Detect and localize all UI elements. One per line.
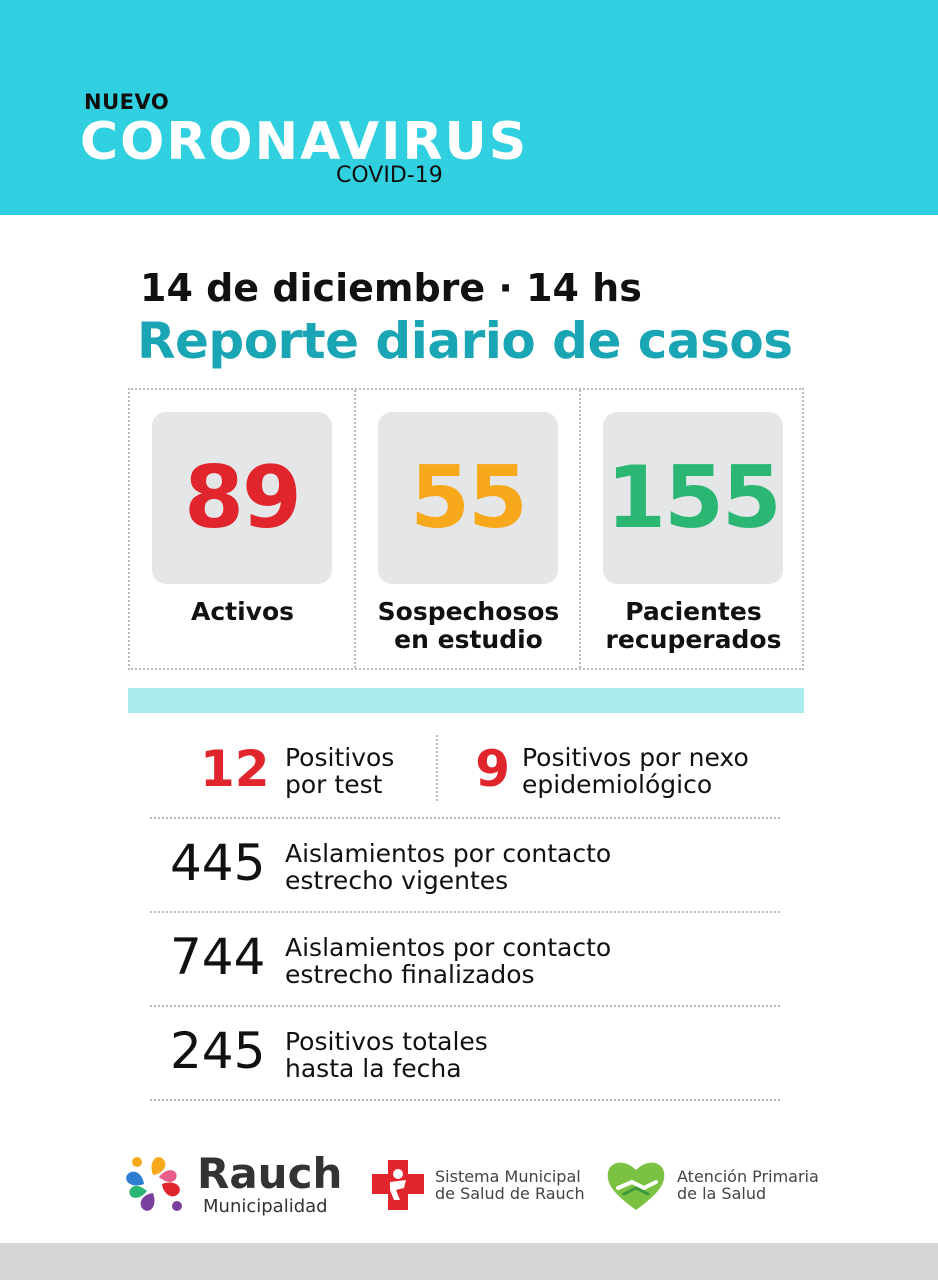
rauch-flower-icon <box>117 1148 189 1220</box>
row-separator <box>150 1099 780 1101</box>
positivos-nexo-label: Positivos por nexo epidemiológico <box>522 743 749 799</box>
rauch-logo-sub: Municipalidad <box>203 1196 328 1217</box>
stat-recuperados: 155 Pacientes recuperados <box>579 390 806 668</box>
positivos-test-value: 12 <box>200 740 270 798</box>
header-banner: NUEVO CORONAVIRUS COVID-19 <box>0 0 938 215</box>
aislamientos-finalizados-value: 744 <box>170 928 266 986</box>
positivos-nexo-value: 9 <box>475 740 510 798</box>
row-separator <box>150 817 780 819</box>
stats-panel: 89 Activos 55 Sospechosos en estudio 155… <box>128 388 804 670</box>
row-separator <box>150 1005 780 1007</box>
divider-band <box>128 688 804 713</box>
positivos-totales-value: 245 <box>170 1022 266 1080</box>
aislamientos-vigentes-label: Aislamientos por contacto estrecho vigen… <box>285 839 612 895</box>
aislamientos-vigentes-value: 445 <box>170 834 266 892</box>
stat-activos: 89 Activos <box>130 390 355 668</box>
row-separator <box>150 911 780 913</box>
footer-bar <box>0 1243 938 1280</box>
positivos-test-label: Positivos por test <box>285 743 395 799</box>
rauch-logo-name: Rauch <box>197 1149 343 1198</box>
stat-value: 89 <box>152 412 332 584</box>
header-subtitle: COVID-19 <box>336 163 443 188</box>
red-cross-icon <box>370 1158 426 1212</box>
salud-rauch-text: Sistema Municipal de Salud de Rauch <box>435 1167 585 1203</box>
report-title: Reporte diario de casos <box>137 312 793 370</box>
aislamientos-finalizados-label: Aislamientos por contacto estrecho final… <box>285 933 612 989</box>
stat-value: 55 <box>378 412 558 584</box>
atencion-primaria-text: Atención Primaria de la Salud <box>677 1167 819 1203</box>
row-divider-vertical <box>436 735 438 801</box>
report-date: 14 de diciembre · 14 hs <box>140 266 642 310</box>
stat-sospechosos: 55 Sospechosos en estudio <box>354 390 581 668</box>
header-kicker: NUEVO <box>84 90 170 114</box>
positivos-totales-label: Positivos totales hasta la fecha <box>285 1027 488 1083</box>
stat-label: Pacientes recuperados <box>605 597 782 654</box>
heart-hands-icon <box>604 1158 668 1212</box>
stat-label: Sospechosos en estudio <box>377 597 560 654</box>
stat-value: 155 <box>603 412 783 584</box>
stat-label: Activos <box>190 597 295 626</box>
header-title: CORONAVIRUS <box>80 112 529 172</box>
